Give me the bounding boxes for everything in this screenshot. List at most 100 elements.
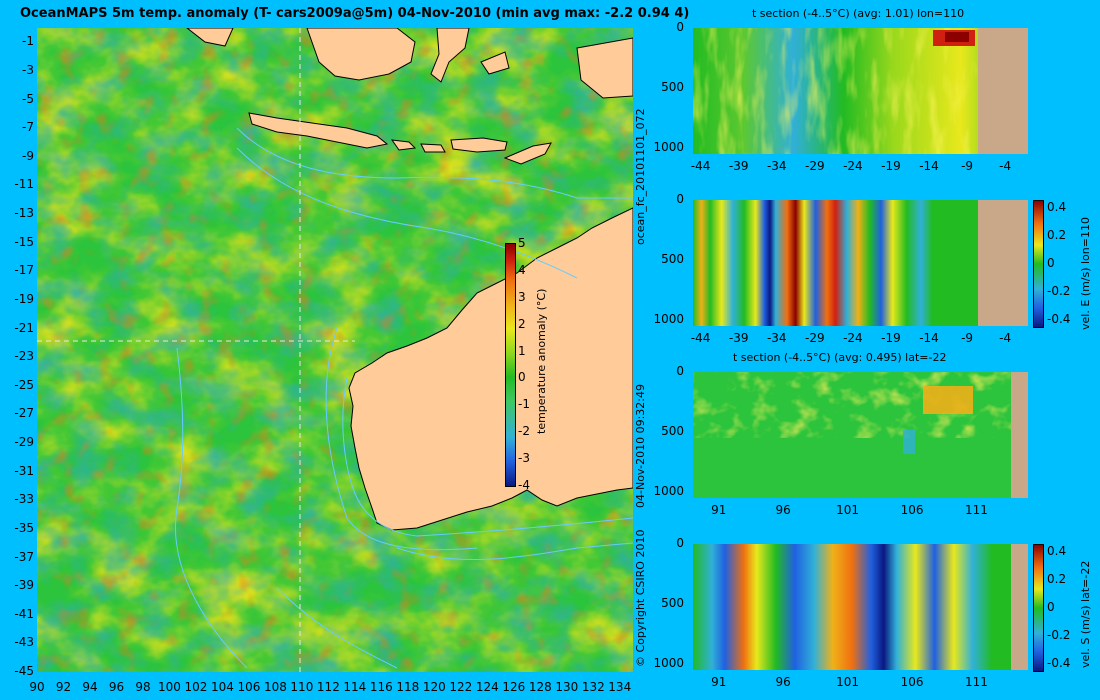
section-x-tick: -24 (843, 331, 863, 345)
map-x-tick: 120 (422, 680, 446, 694)
map-x-tick: 108 (263, 680, 287, 694)
map-x-tick: 134 (608, 680, 632, 694)
map-y-tick: -3 (22, 62, 34, 77)
map-colorbar-tick: 2 (518, 316, 526, 331)
panel1-land (978, 28, 1028, 154)
map-x-tick: 124 (475, 680, 499, 694)
map-x-tick: 132 (581, 680, 605, 694)
map-y-tick: -7 (22, 120, 34, 135)
section-x-tick: -4 (999, 159, 1012, 173)
section-x-tick: 101 (836, 503, 860, 517)
map-y-tick: -41 (14, 606, 34, 621)
map-x-tick: 90 (29, 680, 45, 694)
section-colorbar-tick: 0 (1047, 256, 1055, 270)
map-x-tick: 130 (555, 680, 579, 694)
bathymetry-contours (175, 127, 633, 669)
section-colorbar-tick: 0.4 (1047, 544, 1067, 558)
section-x-tick: -44 (690, 331, 711, 345)
map-y-tick: -11 (14, 177, 34, 192)
sulawesi-island (430, 28, 510, 83)
map-y-tick: -31 (14, 463, 34, 478)
section-x-tick: 106 (900, 675, 924, 689)
map-colorbar-tick: 4 (518, 262, 526, 277)
section-y-tick: 500 (661, 252, 684, 266)
map-x-tick: 92 (55, 680, 72, 694)
sumbawa-flores-islands (450, 137, 508, 153)
panel3-section[interactable] (693, 372, 1028, 498)
map-colorbar-tick: -4 (518, 478, 530, 492)
panel1-section[interactable] (693, 28, 1028, 154)
section-y-tick: 500 (661, 596, 684, 610)
panel2-land (978, 200, 1028, 326)
section-x-tick: -4 (999, 331, 1012, 345)
section-x-tick: -34 (766, 331, 787, 345)
section-y-tick: 500 (661, 80, 684, 94)
timor-island (503, 142, 552, 165)
map-x-tick: 94 (82, 680, 98, 694)
java-island (248, 112, 389, 149)
new-guinea-island (576, 37, 633, 99)
section-x-tick: -24 (843, 159, 863, 173)
map-y-tick: -15 (14, 234, 34, 249)
sumatra-coast (186, 28, 234, 47)
map-x-tick: 102 (184, 680, 208, 694)
section-x-tick: -39 (728, 159, 749, 173)
panel4-section[interactable] (693, 544, 1028, 670)
map-y-tick: -21 (14, 320, 34, 335)
map-colorbar-tick: -3 (518, 451, 530, 466)
map-y-tick: -9 (22, 148, 34, 163)
map-colorbar-tick: 3 (518, 289, 526, 304)
section-y-tick: 0 (676, 536, 684, 550)
map-y-tick: -23 (14, 349, 34, 364)
map-x-tick: 106 (237, 680, 261, 694)
section-colorbar-tick: -0.4 (1047, 312, 1071, 326)
map-y-tick: -17 (14, 263, 34, 278)
section-x-tick: -39 (728, 331, 749, 345)
section-x-tick: 111 (965, 675, 988, 689)
map-x-tick: 98 (135, 680, 151, 694)
panel3-title: t section (-4..5°C) (avg: 0.495) lat=-22 (733, 351, 947, 364)
map-colorbar-tick: -1 (518, 397, 530, 412)
map-x-tick: 110 (290, 680, 314, 694)
section-x-tick: -14 (919, 331, 939, 345)
map-y-tick: -13 (14, 206, 34, 221)
section-x-tick: -9 (961, 331, 974, 345)
section-y-tick: 0 (676, 364, 684, 378)
map-y-tick: -33 (14, 492, 34, 507)
section-colorbar-tick: -0.4 (1047, 656, 1071, 670)
section-x-tick: -9 (961, 159, 974, 173)
section-y-tick: 500 (661, 424, 684, 438)
map-y-tick: -29 (14, 435, 34, 450)
map-y-tick: -25 (14, 377, 34, 392)
map-x-tick: 128 (528, 680, 552, 694)
map-colorbar-tick: 1 (518, 343, 526, 358)
section-y-tick: 0 (676, 20, 684, 34)
map-x-tick: 96 (108, 680, 125, 694)
map-y-tick: -45 (14, 664, 34, 678)
map-colorbar-tick: -2 (518, 424, 530, 439)
section-colorbar-tick: -0.2 (1047, 628, 1071, 642)
section-x-tick: 96 (775, 503, 791, 517)
map-x-tick: 126 (502, 680, 526, 694)
section-y-tick: 1000 (653, 312, 684, 326)
map-colorbar-tick: 5 (518, 236, 526, 250)
map-y-tick: -19 (14, 291, 34, 306)
map-svg (37, 28, 633, 672)
main-title: OceanMAPS 5m temp. anomaly (T- cars2009a… (20, 6, 690, 21)
map-panel[interactable] (37, 28, 633, 672)
map-y-tick: -27 (14, 406, 34, 421)
section-x-tick: -29 (805, 331, 825, 345)
map-y-tick: -1 (22, 34, 34, 49)
map-x-tick: 104 (210, 680, 234, 694)
section-x-tick: -34 (766, 159, 787, 173)
map-y-tick: -5 (22, 91, 34, 106)
section-y-tick: 0 (676, 192, 684, 206)
panel2-colorbar-label: vel. E (m/s) lon=110 (1079, 217, 1092, 330)
section-y-tick: 1000 (653, 656, 684, 670)
panel2-section[interactable] (693, 200, 1028, 326)
section-colorbar-tick: -0.2 (1047, 284, 1071, 298)
panel4-colorbar (1033, 544, 1044, 672)
map-colorbar-tick: 0 (518, 370, 526, 385)
panel3-land (1011, 372, 1028, 498)
section-colorbar-tick: 0.2 (1047, 572, 1067, 586)
